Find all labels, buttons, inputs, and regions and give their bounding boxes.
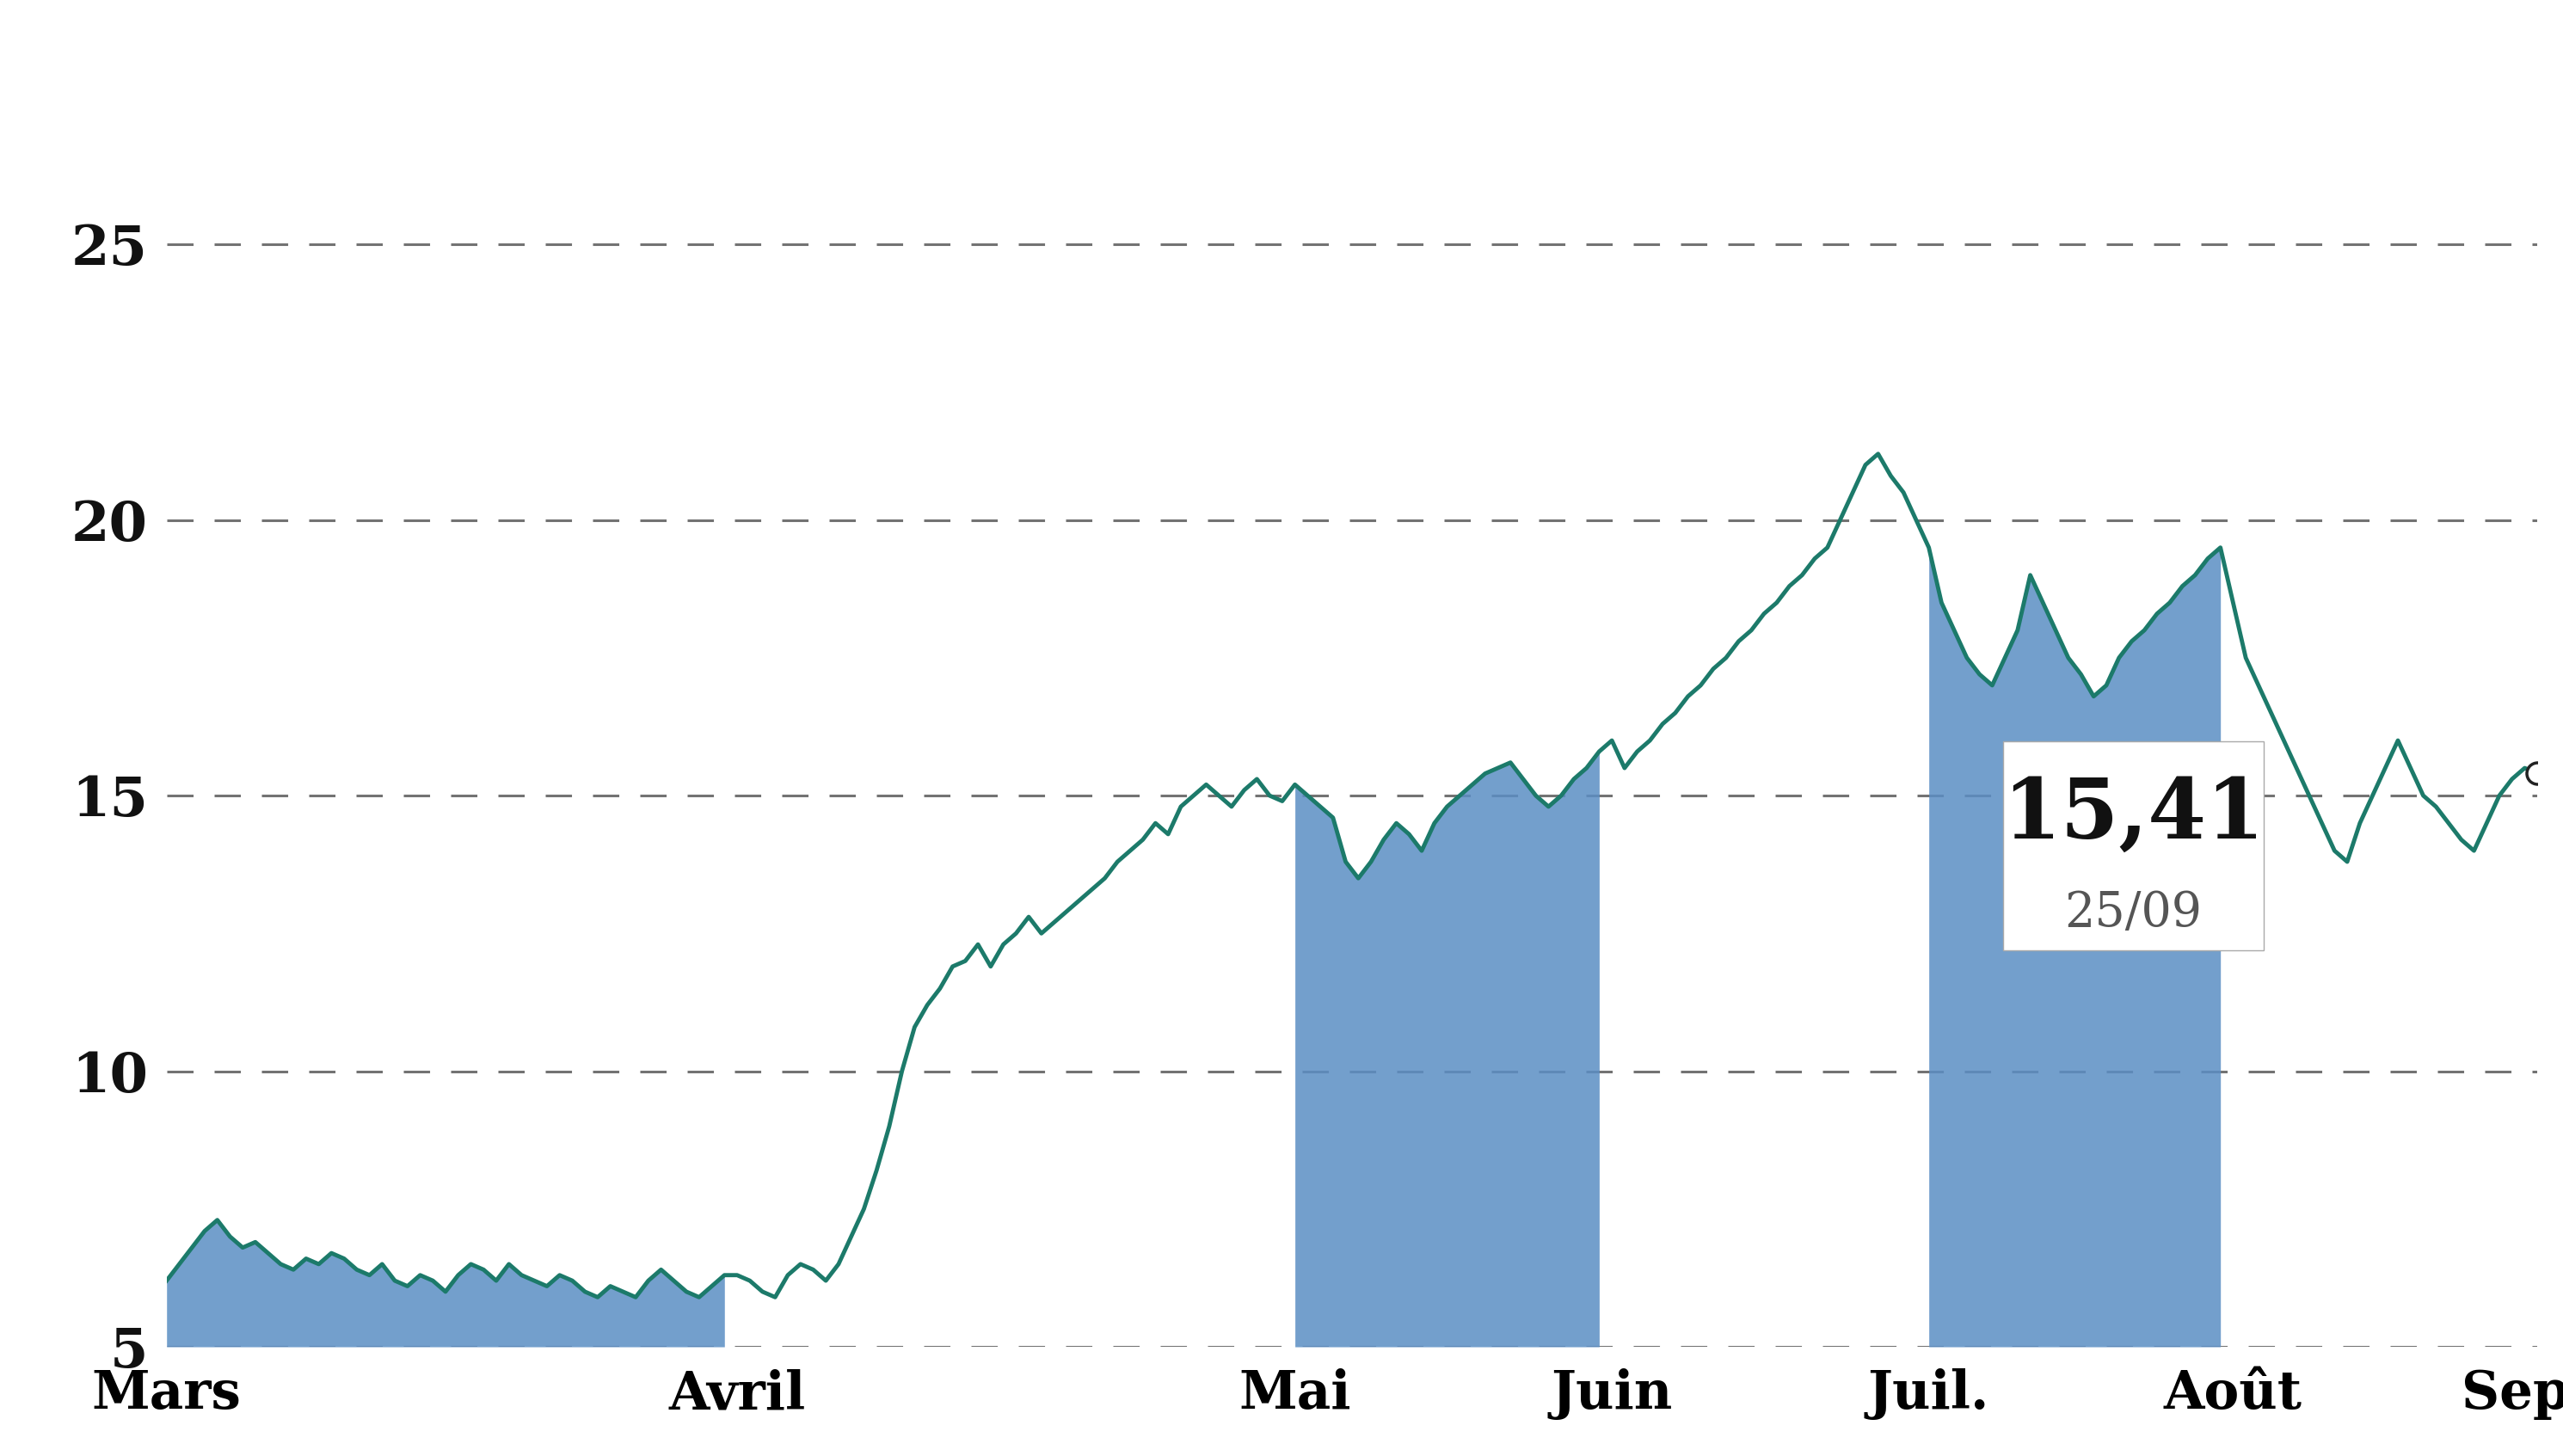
FancyBboxPatch shape: [2004, 741, 2263, 951]
Text: Innodata Inc.: Innodata Inc.: [918, 17, 1645, 114]
Text: 15,41: 15,41: [2002, 775, 2266, 855]
Text: 25/09: 25/09: [2066, 890, 2202, 936]
